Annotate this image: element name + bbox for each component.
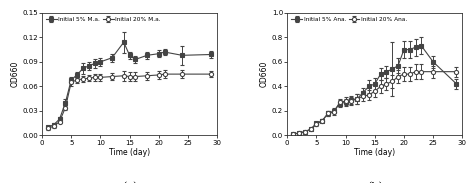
X-axis label: Time (day): Time (day): [354, 148, 396, 157]
Legend: Initial 5% M.a., Initial 20% M.a.: Initial 5% M.a., Initial 20% M.a.: [45, 16, 162, 23]
Legend: Initial 5% Ana., Initial 20% Ana.: Initial 5% Ana., Initial 20% Ana.: [290, 16, 409, 23]
Text: (b): (b): [367, 182, 382, 183]
Text: (a): (a): [122, 182, 137, 183]
Y-axis label: OD660: OD660: [260, 61, 269, 87]
Y-axis label: OD660: OD660: [10, 61, 19, 87]
X-axis label: Time (day): Time (day): [109, 148, 150, 157]
